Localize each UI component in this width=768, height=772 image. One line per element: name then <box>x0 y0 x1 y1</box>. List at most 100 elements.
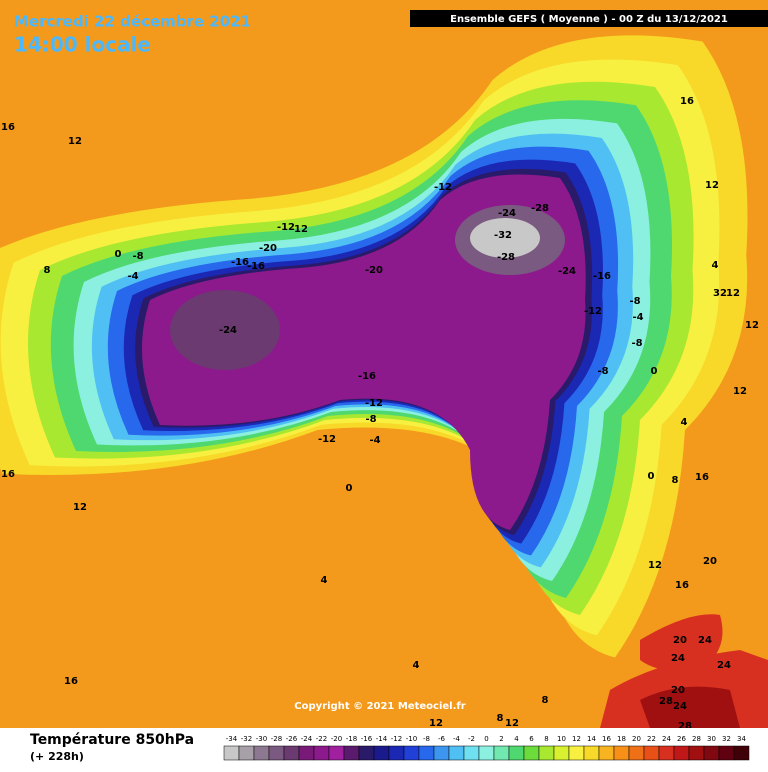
time: 14:00 locale <box>14 33 151 57</box>
temperature-field <box>0 35 748 658</box>
scale-swatch <box>223 745 240 761</box>
contour-label: -12 <box>584 306 602 317</box>
scale-label: -10 <box>406 735 417 743</box>
scale-swatch <box>238 745 255 761</box>
scale-label: -16 <box>361 735 373 743</box>
contour-label: 20 <box>703 556 717 567</box>
scale-label: -28 <box>271 735 282 743</box>
scale-label: -34 <box>226 735 238 743</box>
scale-swatch <box>598 745 615 761</box>
scale-label: -2 <box>468 735 475 743</box>
scale-swatch <box>658 745 675 761</box>
warm-area <box>600 614 768 728</box>
contour-label: -4 <box>127 271 138 282</box>
scale-swatch <box>628 745 645 761</box>
scale-swatch <box>388 745 405 761</box>
date: Mercredi 22 décembre 2021 <box>14 13 251 31</box>
contour-label: 16 <box>64 676 78 687</box>
scale-swatch <box>553 745 570 761</box>
scale-label: 24 <box>662 735 671 743</box>
scale-swatch <box>433 745 450 761</box>
contour-label: 12 <box>733 386 747 397</box>
scale-swatch <box>643 745 660 761</box>
scale-label: 18 <box>617 735 626 743</box>
scale-swatch <box>478 745 495 761</box>
scale-label: 20 <box>632 735 641 743</box>
contour-label: 16 <box>695 472 709 483</box>
contour-label: 12 <box>648 560 662 571</box>
contour-label: 4 <box>321 575 328 586</box>
scale-swatch <box>523 745 540 761</box>
scale-swatch <box>538 745 555 761</box>
contour-label: -12 <box>318 434 336 445</box>
contour-label: 12 <box>68 136 82 147</box>
contour-label: -16 <box>358 371 376 382</box>
contour-label: -16 <box>231 257 249 268</box>
scale-swatch <box>298 745 315 761</box>
scale-label: -22 <box>316 735 327 743</box>
contour-label: 12 <box>294 224 308 235</box>
contour-label: -28 <box>531 203 549 214</box>
contour-label: 12 <box>705 180 719 191</box>
scale-swatch <box>568 745 585 761</box>
scale-label: -26 <box>286 735 298 743</box>
scale-label: 8 <box>544 735 548 743</box>
scale-swatch <box>613 745 630 761</box>
run-box <box>410 10 768 27</box>
scale-label: 14 <box>587 735 596 743</box>
scale-label: 26 <box>677 735 686 743</box>
scale-label: 34 <box>737 735 746 743</box>
scale-label: 10 <box>557 735 566 743</box>
contour-label: 28 <box>659 696 673 707</box>
contour-label: -4 <box>369 435 380 446</box>
contour-label: 4 <box>413 660 420 671</box>
scale-label: 2 <box>499 735 503 743</box>
contour-label: -32 <box>494 230 512 241</box>
scale-swatch <box>508 745 525 761</box>
scale-label: -8 <box>423 735 430 743</box>
scale-swatch <box>253 745 270 761</box>
contour-label: -8 <box>597 366 608 377</box>
contour-label: -8 <box>365 414 376 425</box>
contour-label: -24 <box>498 208 516 219</box>
scale-swatch <box>358 745 375 761</box>
copyright: Copyright © 2021 Meteociel.fr <box>294 701 465 712</box>
contour-label: -12 <box>277 222 295 233</box>
footer-lead: (+ 228h) <box>30 750 84 763</box>
scale-swatch <box>463 745 480 761</box>
contour-label: 16 <box>1 122 15 133</box>
contour-label: -20 <box>259 243 277 254</box>
scale-swatch <box>703 745 720 761</box>
contour-label: 16 <box>680 96 694 107</box>
scale-swatch <box>418 745 435 761</box>
contour-label: 16 <box>675 580 689 591</box>
scale-label: -32 <box>241 735 252 743</box>
scale-swatch <box>328 745 345 761</box>
contour-label: 12 <box>726 288 740 299</box>
scale-swatch <box>343 745 360 761</box>
contour-label: 24 <box>717 660 731 671</box>
scale-swatch <box>583 745 600 761</box>
scale-swatch <box>283 745 300 761</box>
contour-label: 8 <box>542 695 549 706</box>
scale-label: 12 <box>572 735 581 743</box>
scale-label: 30 <box>707 735 716 743</box>
cold-core <box>170 290 280 370</box>
scale-label: -6 <box>438 735 446 743</box>
contour-label: -24 <box>558 266 576 277</box>
scale-swatch <box>718 745 735 761</box>
contour-label: 8 <box>44 265 51 276</box>
scale-swatch <box>733 745 750 761</box>
scale-label: -14 <box>376 735 388 743</box>
contour-label: 20 <box>671 685 685 696</box>
contour-label: 28 <box>678 721 692 732</box>
cold-core <box>470 218 540 258</box>
scale-swatch <box>688 745 705 761</box>
contour-label: 8 <box>497 713 504 724</box>
scale-label: 22 <box>647 735 656 743</box>
contour-label: 12 <box>429 718 443 729</box>
contour-label: -24 <box>219 325 237 336</box>
scale-label: -20 <box>331 735 342 743</box>
contour-label: 8 <box>672 475 679 486</box>
scale-label: 28 <box>692 735 701 743</box>
